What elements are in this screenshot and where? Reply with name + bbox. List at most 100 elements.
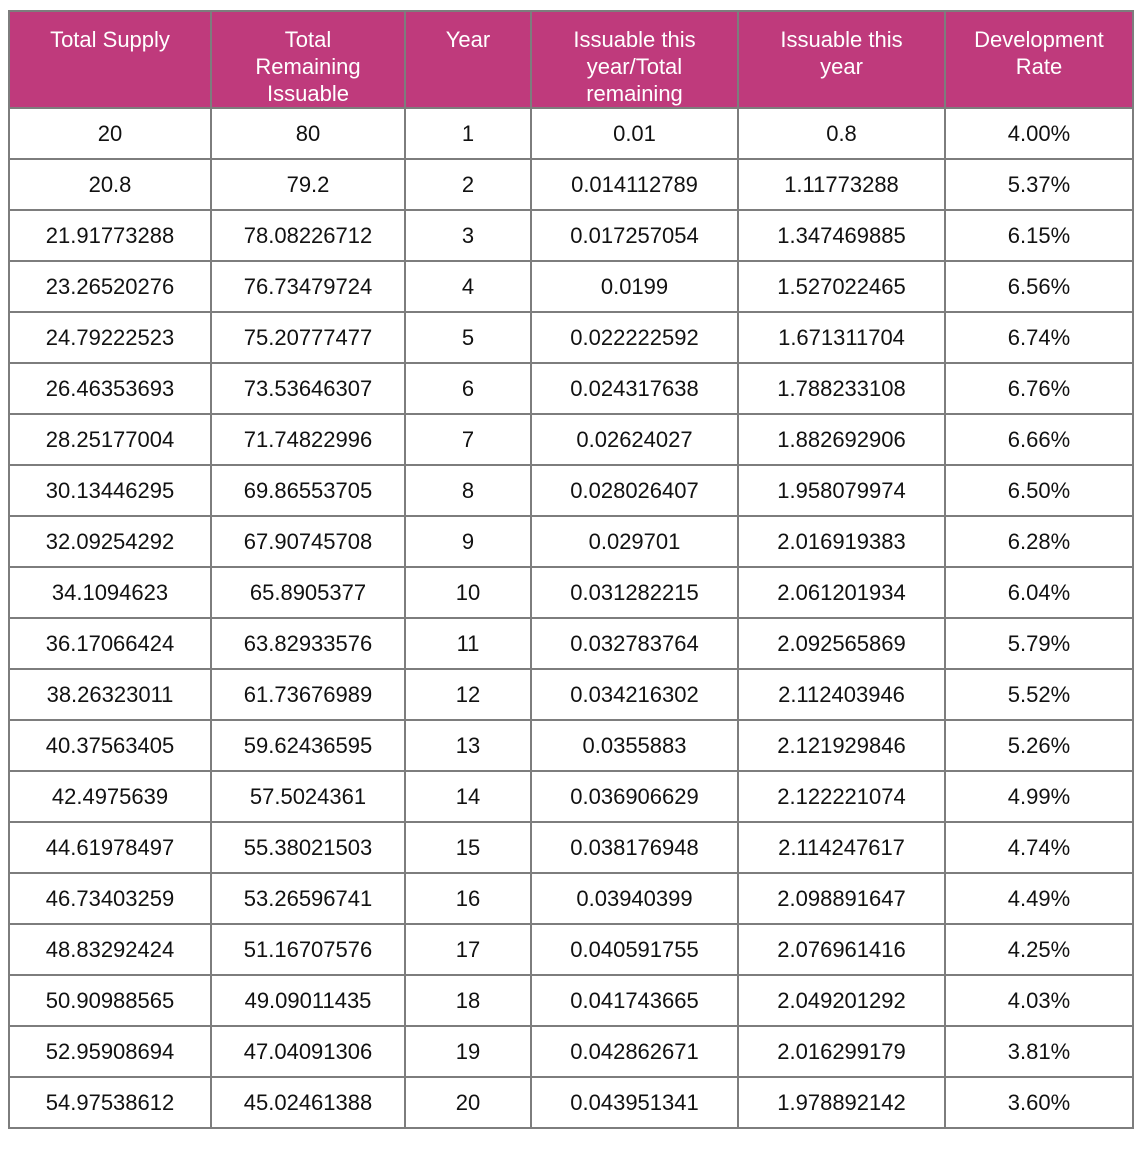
issuable-this-year-cell: 2.076961416 xyxy=(737,923,946,976)
issuable-ratio-cell: 0.024317638 xyxy=(530,362,739,415)
issuable-this-year-cell: 2.114247617 xyxy=(737,821,946,874)
development-rate-cell: 6.74% xyxy=(944,311,1134,364)
table-row: 44.61978497 55.38021503 15 0.038176948 2.114… xyxy=(8,821,1134,874)
issuable-this-year-cell: 2.098891647 xyxy=(737,872,946,925)
total-supply-cell: 34.1094623 xyxy=(8,566,212,619)
remaining-issuable-cell: 75.20777477 xyxy=(210,311,406,364)
year-cell: 12 xyxy=(404,668,532,721)
issuable-this-year-cell: 2.121929846 xyxy=(737,719,946,772)
year-cell: 19 xyxy=(404,1025,532,1078)
issuable-ratio-cell: 0.032783764 xyxy=(530,617,739,670)
issuable-this-year-cell: 2.016299179 xyxy=(737,1025,946,1078)
development-rate-cell: 6.28% xyxy=(944,515,1134,568)
development-rate-cell: 3.60% xyxy=(944,1076,1134,1129)
total-supply-cell: 42.4975639 xyxy=(8,770,212,823)
development-rate-cell: 4.00% xyxy=(944,107,1134,160)
table-header: Total Supply Total Remaining Issuable Ye… xyxy=(8,10,1134,109)
issuable-ratio-cell: 0.022222592 xyxy=(530,311,739,364)
year-cell: 14 xyxy=(404,770,532,823)
issuable-this-year-cell: 0.8 xyxy=(737,107,946,160)
total-supply-cell: 32.09254292 xyxy=(8,515,212,568)
remaining-issuable-cell: 55.38021503 xyxy=(210,821,406,874)
token-issuance-table: Total Supply Total Remaining Issuable Ye… xyxy=(8,10,1134,1129)
total-supply-cell: 54.97538612 xyxy=(8,1076,212,1129)
remaining-issuable-cell: 69.86553705 xyxy=(210,464,406,517)
year-cell: 6 xyxy=(404,362,532,415)
total-supply-cell: 44.61978497 xyxy=(8,821,212,874)
issuable-ratio-cell: 0.0355883 xyxy=(530,719,739,772)
issuable-this-year-cell: 1.671311704 xyxy=(737,311,946,364)
table-row: 26.46353693 73.53646307 6 0.024317638 1.7882… xyxy=(8,362,1134,415)
remaining-issuable-cell: 57.5024361 xyxy=(210,770,406,823)
total-supply-cell: 30.13446295 xyxy=(8,464,212,517)
total-supply-cell: 46.73403259 xyxy=(8,872,212,925)
remaining-issuable-cell: 73.53646307 xyxy=(210,362,406,415)
total-supply-cell: 50.90988565 xyxy=(8,974,212,1027)
header-total-remaining-issuable: Total Remaining Issuable xyxy=(210,10,406,109)
issuable-ratio-cell: 0.034216302 xyxy=(530,668,739,721)
issuable-ratio-cell: 0.028026407 xyxy=(530,464,739,517)
year-cell: 18 xyxy=(404,974,532,1027)
total-supply-cell: 36.17066424 xyxy=(8,617,212,670)
remaining-issuable-cell: 61.73676989 xyxy=(210,668,406,721)
issuable-this-year-cell: 1.788233108 xyxy=(737,362,946,415)
issuable-this-year-cell: 1.347469885 xyxy=(737,209,946,262)
issuable-this-year-cell: 1.978892142 xyxy=(737,1076,946,1129)
remaining-issuable-cell: 76.73479724 xyxy=(210,260,406,313)
year-cell: 2 xyxy=(404,158,532,211)
issuable-ratio-cell: 0.041743665 xyxy=(530,974,739,1027)
issuable-ratio-cell: 0.040591755 xyxy=(530,923,739,976)
year-cell: 17 xyxy=(404,923,532,976)
development-rate-cell: 3.81% xyxy=(944,1025,1134,1078)
total-supply-cell: 52.95908694 xyxy=(8,1025,212,1078)
remaining-issuable-cell: 47.04091306 xyxy=(210,1025,406,1078)
development-rate-cell: 5.52% xyxy=(944,668,1134,721)
table-row: 38.26323011 61.73676989 12 0.034216302 2.112… xyxy=(8,668,1134,721)
issuable-this-year-cell: 1.11773288 xyxy=(737,158,946,211)
development-rate-cell: 4.74% xyxy=(944,821,1134,874)
year-cell: 16 xyxy=(404,872,532,925)
remaining-issuable-cell: 65.8905377 xyxy=(210,566,406,619)
issuable-ratio-cell: 0.036906629 xyxy=(530,770,739,823)
issuable-ratio-cell: 0.043951341 xyxy=(530,1076,739,1129)
issuable-ratio-cell: 0.02624027 xyxy=(530,413,739,466)
header-total-supply: Total Supply xyxy=(8,10,212,109)
issuable-this-year-cell: 2.092565869 xyxy=(737,617,946,670)
development-rate-cell: 4.49% xyxy=(944,872,1134,925)
header-issuable-this-year: Issuable this year xyxy=(737,10,946,109)
year-cell: 9 xyxy=(404,515,532,568)
development-rate-cell: 5.79% xyxy=(944,617,1134,670)
table-row: 52.95908694 47.04091306 19 0.042862671 2.016… xyxy=(8,1025,1134,1078)
development-rate-cell: 4.99% xyxy=(944,770,1134,823)
issuable-ratio-cell: 0.014112789 xyxy=(530,158,739,211)
year-cell: 15 xyxy=(404,821,532,874)
issuable-ratio-cell: 0.038176948 xyxy=(530,821,739,874)
table-row: 46.73403259 53.26596741 16 0.03940399 2.0988… xyxy=(8,872,1134,925)
year-cell: 8 xyxy=(404,464,532,517)
header-year: Year xyxy=(404,10,532,109)
issuable-ratio-cell: 0.031282215 xyxy=(530,566,739,619)
year-cell: 4 xyxy=(404,260,532,313)
header-development-rate: Development Rate xyxy=(944,10,1134,109)
development-rate-cell: 5.37% xyxy=(944,158,1134,211)
issuable-this-year-cell: 1.527022465 xyxy=(737,260,946,313)
year-cell: 7 xyxy=(404,413,532,466)
development-rate-cell: 6.56% xyxy=(944,260,1134,313)
issuable-this-year-cell: 1.958079974 xyxy=(737,464,946,517)
table-row: 48.83292424 51.16707576 17 0.040591755 2.076… xyxy=(8,923,1134,976)
total-supply-cell: 20 xyxy=(8,107,212,160)
issuable-ratio-cell: 0.017257054 xyxy=(530,209,739,262)
year-cell: 5 xyxy=(404,311,532,364)
remaining-issuable-cell: 51.16707576 xyxy=(210,923,406,976)
table-row: 32.09254292 67.90745708 9 0.029701 2.0169193… xyxy=(8,515,1134,568)
table-row: 36.17066424 63.82933576 11 0.032783764 2.092… xyxy=(8,617,1134,670)
issuable-ratio-cell: 0.0199 xyxy=(530,260,739,313)
table-row: 54.97538612 45.02461388 20 0.043951341 1.978… xyxy=(8,1076,1134,1129)
table-row: 20.8 79.2 2 0.014112789 1.11773288 5.37% xyxy=(8,158,1134,211)
remaining-issuable-cell: 79.2 xyxy=(210,158,406,211)
development-rate-cell: 5.26% xyxy=(944,719,1134,772)
total-supply-cell: 21.91773288 xyxy=(8,209,212,262)
remaining-issuable-cell: 67.90745708 xyxy=(210,515,406,568)
development-rate-cell: 6.66% xyxy=(944,413,1134,466)
table-row: 50.90988565 49.09011435 18 0.041743665 2.049… xyxy=(8,974,1134,1027)
